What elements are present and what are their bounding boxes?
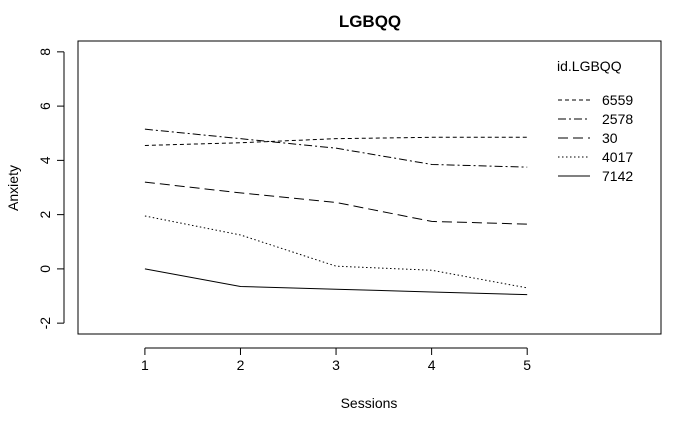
x-tick-label: 4 [428, 357, 436, 373]
series-line-2578 [144, 128, 528, 168]
legend-label-30: 30 [602, 130, 618, 146]
x-tick-label: 3 [332, 357, 340, 373]
y-axis-label: Anxiety [5, 165, 21, 211]
series-line-4017 [144, 215, 528, 289]
series-line-30 [144, 181, 528, 225]
legend-title: id.LGBQQ [557, 58, 622, 74]
y-tick-label: 4 [37, 156, 53, 164]
x-tick-label: 2 [237, 357, 245, 373]
plot-area [77, 40, 662, 335]
legend-label-2578: 2578 [602, 111, 633, 127]
legend: id.LGBQQ 6559 2578 30 4017 7142 [557, 58, 633, 184]
x-tick-label: 5 [523, 357, 531, 373]
chart-title: LGBQQ [339, 12, 401, 31]
series-line-6559 [144, 136, 528, 146]
x-axis: 1 2 3 4 5 [141, 347, 531, 373]
series-lines [144, 128, 528, 296]
y-tick-label: 2 [37, 211, 53, 219]
x-axis-label: Sessions [341, 395, 398, 411]
legend-label-6559: 6559 [602, 92, 633, 108]
y-tick-label: -2 [37, 317, 53, 330]
legend-label-4017: 4017 [602, 149, 633, 165]
legend-label-7142: 7142 [602, 168, 633, 184]
y-axis: -2 0 2 4 6 8 [37, 48, 65, 330]
legend-items: 6559 2578 30 4017 7142 [558, 92, 633, 184]
y-tick-label: 6 [37, 102, 53, 110]
series-line-7142 [144, 268, 528, 296]
x-tick-label: 1 [141, 357, 149, 373]
y-tick-label: 8 [37, 48, 53, 56]
y-tick-label: 0 [37, 265, 53, 273]
